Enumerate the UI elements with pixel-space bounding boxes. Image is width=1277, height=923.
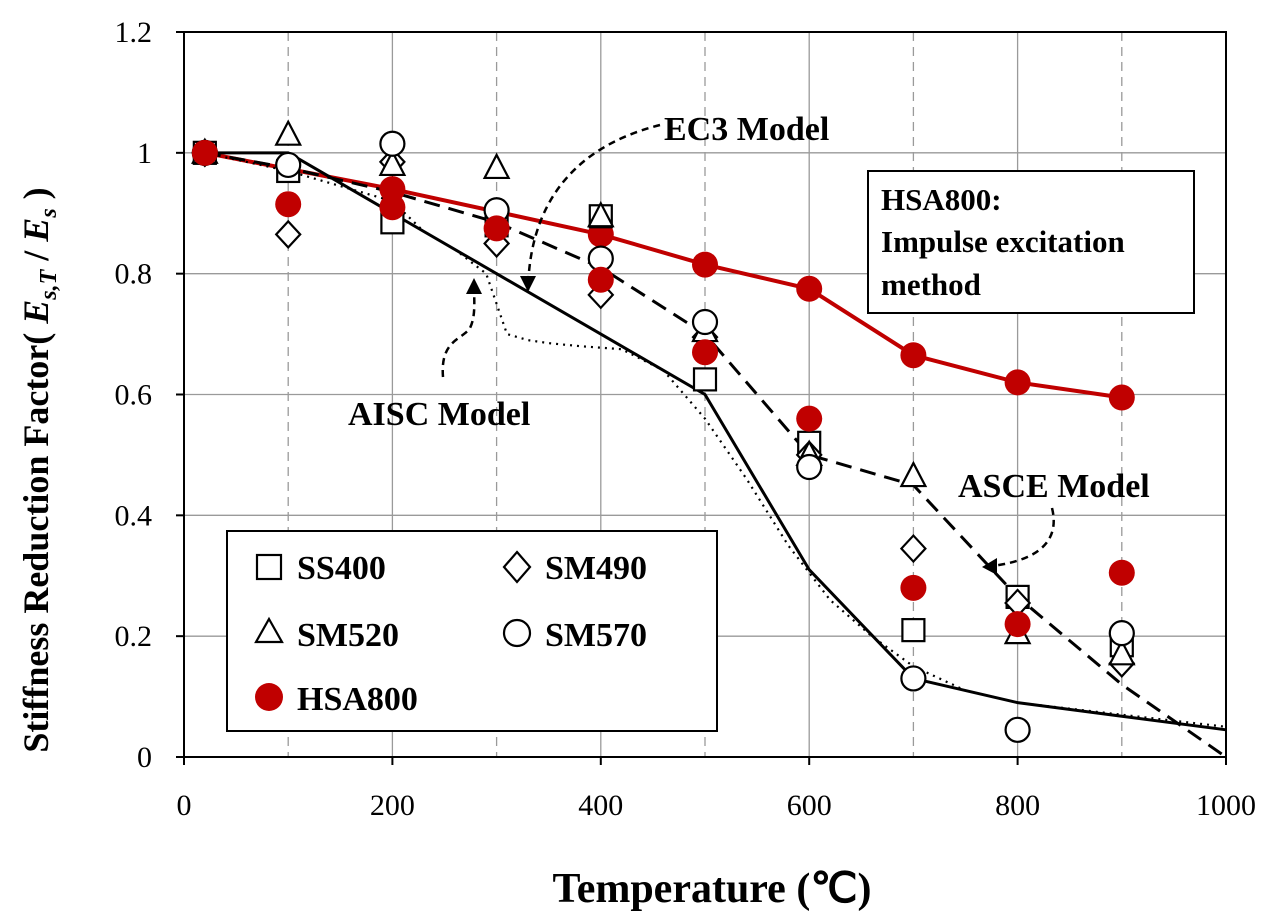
- y-axis-title: Stiffness Reduction Factor( Es,T / Es ): [16, 187, 62, 752]
- marker-ss400: [901, 618, 926, 643]
- marker-sm570: [796, 453, 823, 481]
- info-box-line3: method: [881, 267, 981, 302]
- marker-hsa800: [692, 339, 718, 366]
- marker-sm570: [1108, 620, 1135, 647]
- ec3-arrow: [526, 123, 661, 291]
- legend-box: [226, 530, 718, 732]
- y-tick-label: 0.8: [115, 258, 153, 291]
- marker-sm570: [275, 151, 302, 179]
- x-axis-title: Temperature (℃): [553, 866, 872, 912]
- y-tick-label: 1.2: [115, 16, 153, 49]
- marker-sm520: [482, 152, 511, 180]
- curve-hsa800-impulse: [204, 150, 1123, 400]
- legend-label-hsa800: HSA800: [297, 681, 418, 718]
- asce-arrow: [991, 507, 1055, 568]
- marker-hsa800: [796, 405, 823, 432]
- legend-marker-hsa800: [255, 683, 283, 711]
- marker-sm520: [586, 200, 615, 228]
- ec3-model-label: EC3 Model: [664, 111, 829, 148]
- legend-marker-sm570: [502, 618, 532, 648]
- info-box-line1: HSA800:: [881, 182, 1002, 217]
- hsa800-impulse-point: [379, 176, 406, 203]
- y-tick-label: 0: [137, 741, 152, 774]
- plot-frame: [183, 31, 1227, 758]
- aisc-arrow: [441, 284, 476, 378]
- y-tick-label: 1: [137, 137, 152, 170]
- y-tick-label: 0.2: [115, 620, 153, 653]
- hsa800-impulse-point: [1004, 369, 1031, 396]
- marker-hsa800: [1108, 559, 1135, 586]
- marker-sm520: [899, 460, 928, 488]
- marker-sm520: [274, 119, 303, 146]
- y-axis-title-e1: E: [16, 300, 56, 325]
- marker-sm570: [900, 665, 927, 692]
- legend-label-sm520: SM520: [297, 617, 399, 654]
- hsa800-info-box: [867, 170, 1195, 314]
- legend-label-ss400: SS400: [297, 550, 386, 587]
- y-axis-title-open: (: [16, 324, 56, 345]
- x-tick-label: 1000: [1196, 789, 1256, 822]
- marker-sm490: [899, 533, 927, 564]
- x-tick-label: 200: [370, 789, 415, 822]
- x-tick-label: 600: [787, 789, 832, 822]
- x-tick-label: 0: [177, 789, 192, 822]
- hsa800-impulse-point: [900, 342, 927, 369]
- hsa800-impulse-point: [1108, 384, 1135, 411]
- y-axis-title-sub2: s: [36, 208, 62, 218]
- marker-sm490: [274, 219, 302, 250]
- y-axis-title-close: ): [16, 187, 56, 208]
- curve-aisc-model: [204, 151, 1227, 728]
- marker-hsa800: [483, 215, 510, 242]
- y-axis-title-e2: E: [16, 218, 56, 243]
- x-tick-label: 800: [995, 789, 1040, 822]
- marker-ss400: [692, 367, 718, 392]
- x-tick-label: 400: [578, 789, 623, 822]
- marker-hsa800: [275, 191, 302, 218]
- aisc-arrowhead: [466, 278, 482, 294]
- hsa800-impulse-point: [692, 251, 718, 278]
- asce-arrowhead: [982, 558, 997, 575]
- legend: SS400 SM490 SM520 SM570 HSA800: [226, 530, 718, 732]
- marker-hsa800: [587, 266, 614, 293]
- marker-sm520: [378, 149, 407, 177]
- marker-hsa800: [900, 574, 927, 601]
- info-box-line2: Impulse excitation: [881, 224, 1125, 259]
- legend-label-sm490: SM490: [545, 550, 647, 587]
- marker-sm520: [1107, 638, 1136, 666]
- marker-sm570: [691, 308, 719, 336]
- marker-hsa800: [1004, 611, 1031, 638]
- y-tick-label: 0.6: [115, 379, 153, 412]
- ec3-arrowhead: [520, 276, 536, 292]
- legend-marker-sm520: [254, 616, 284, 644]
- aisc-model-label: AISC Model: [348, 396, 530, 433]
- legend-marker-sm490: [502, 550, 532, 584]
- legend-marker-ss400: [255, 553, 283, 581]
- marker-sm570: [1004, 716, 1031, 743]
- y-tick-label: 0.4: [115, 499, 153, 532]
- marker-sm570: [379, 130, 406, 157]
- marker-hsa800: [191, 139, 218, 166]
- y-axis-title-sub1: s,T: [36, 268, 62, 300]
- marker-hsa800: [379, 194, 406, 221]
- y-axis-title-slash: /: [16, 242, 56, 270]
- tick-layer: 0 200 400 600 800 1000 0 0.2 0.4 0.6 0.8 1 1.2: [115, 16, 1257, 822]
- hsa800-impulse-point: [796, 275, 823, 302]
- y-axis-title-text: Stiffness Reduction Factor: [16, 345, 56, 753]
- asce-model-label: ASCE Model: [958, 468, 1150, 505]
- curve-ec3-model: [204, 151, 1227, 732]
- marker-layer: [191, 119, 1136, 743]
- legend-label-sm570: SM570: [545, 617, 647, 654]
